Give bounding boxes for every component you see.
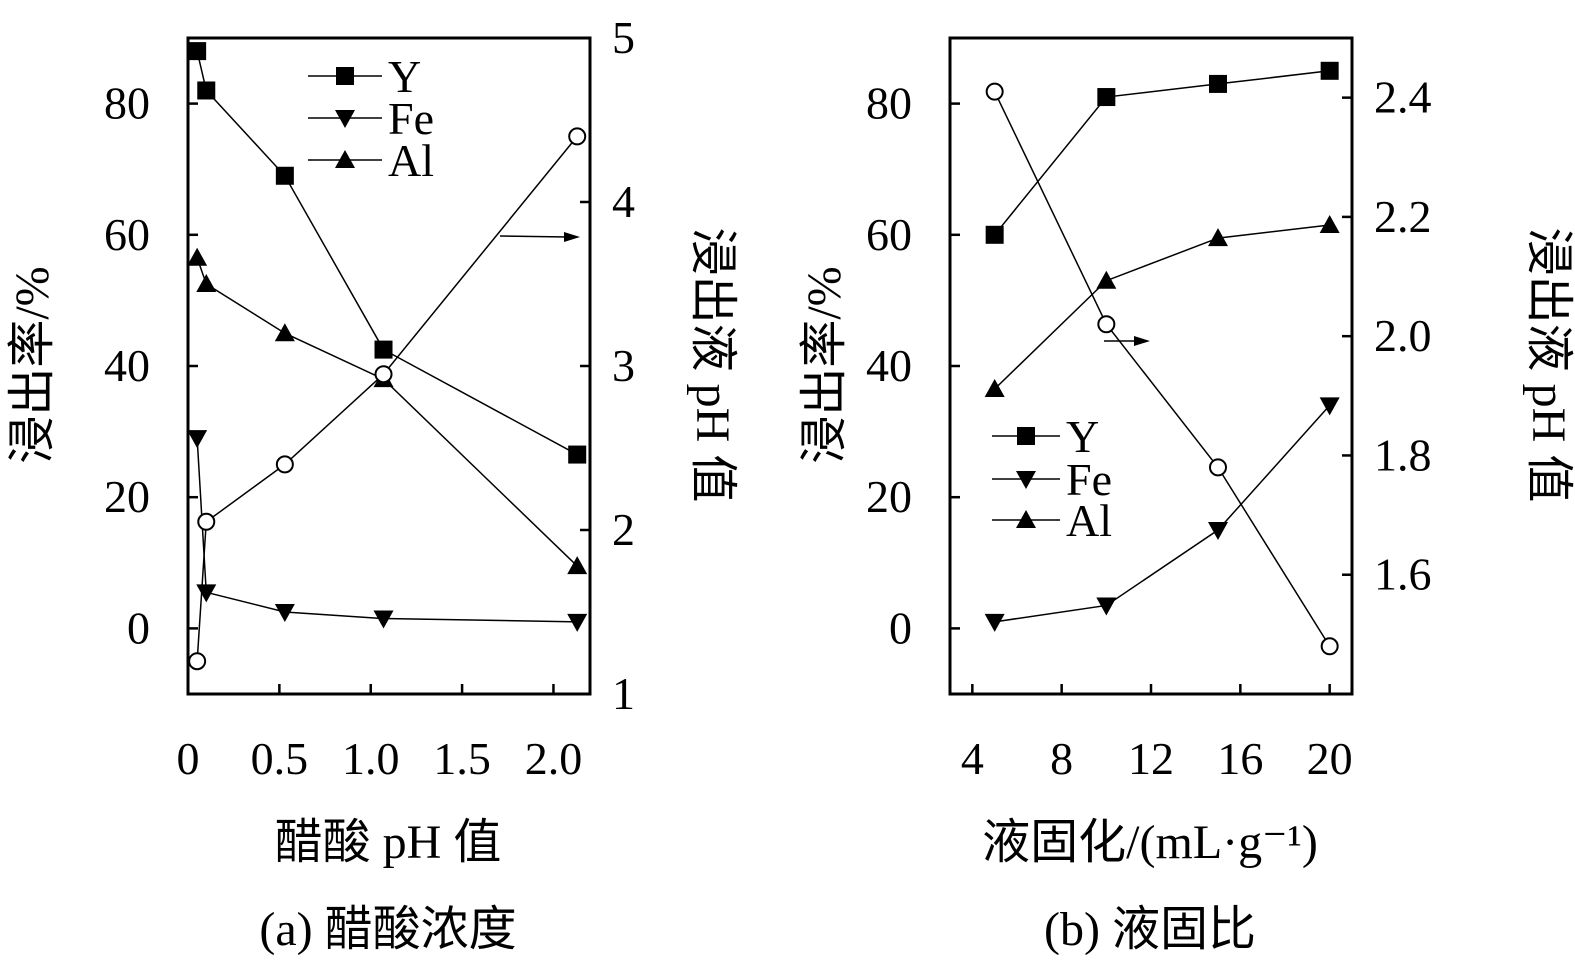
data-point-fe bbox=[1096, 597, 1117, 616]
x-tick-label: 1.0 bbox=[342, 733, 400, 784]
data-point-ph bbox=[275, 455, 294, 474]
y-tick-label: 60 bbox=[866, 209, 912, 260]
y-tick-label: 80 bbox=[866, 78, 912, 129]
y-tick-label: 20 bbox=[104, 471, 150, 522]
y2-axis-label: 浸出液 pH 值 bbox=[686, 228, 739, 503]
data-point-fe bbox=[274, 604, 295, 622]
data-point-y bbox=[1097, 88, 1116, 107]
data-point-ph bbox=[1320, 637, 1339, 656]
x-tick-label: 8 bbox=[1050, 733, 1073, 784]
series-line-y bbox=[994, 70, 1330, 236]
data-point-al bbox=[196, 274, 217, 292]
data-point-fe bbox=[984, 613, 1005, 632]
series-line-ph bbox=[993, 91, 1331, 647]
y2-tick-label: 1.6 bbox=[1374, 549, 1432, 600]
data-point-ph bbox=[568, 127, 587, 146]
data-point-y bbox=[275, 166, 294, 185]
legend-label: Fe bbox=[388, 93, 434, 144]
legend-label: Al bbox=[1066, 495, 1112, 546]
y-tick-label: 80 bbox=[104, 78, 150, 129]
y2-axis-label: 浸出液 pH 值 bbox=[1522, 228, 1575, 503]
data-point-fe bbox=[567, 613, 588, 632]
legend-label: Y bbox=[388, 51, 421, 102]
x-tick-label: 16 bbox=[1217, 733, 1263, 784]
plot-frame bbox=[948, 36, 1354, 696]
series-line-al bbox=[196, 257, 578, 567]
x-tick-label: 20 bbox=[1307, 733, 1353, 784]
y-tick-label: 40 bbox=[104, 340, 150, 391]
data-point-y bbox=[374, 340, 393, 359]
legend-marker bbox=[1017, 427, 1035, 445]
y2-tick-label: 1.8 bbox=[1374, 429, 1432, 480]
panel-b-chart: 4 8 12 16 20 0 20 40 60 80 1.6 1.8 2.0 2.2 2.4 浸出率/% 浸出液… bbox=[798, 36, 1575, 956]
panel-caption: (a) 醋酸浓度 bbox=[259, 903, 516, 956]
y2-tick-label: 1 bbox=[612, 668, 635, 719]
x-tick-label: 2.0 bbox=[525, 733, 583, 784]
y-tick-label: 40 bbox=[866, 340, 912, 391]
data-point-al bbox=[1096, 270, 1117, 289]
data-point-y bbox=[197, 81, 216, 100]
y2-tick-label: 3 bbox=[612, 340, 635, 391]
data-point-fe bbox=[1319, 397, 1340, 416]
x-axis-label: 液固化/(mL·g⁻¹) bbox=[982, 816, 1318, 869]
data-point-fe bbox=[187, 430, 208, 449]
y2-tick-label: 2.2 bbox=[1374, 191, 1432, 242]
series-line-fe bbox=[994, 404, 1331, 623]
data-point-fe bbox=[1208, 522, 1228, 540]
y2-tick-label: 5 bbox=[612, 12, 635, 63]
data-point-al bbox=[187, 247, 208, 266]
right-axis-arrow bbox=[499, 235, 569, 238]
data-point-ph bbox=[985, 82, 1004, 101]
data-point-fe bbox=[373, 610, 394, 629]
x-tick-label: 4 bbox=[961, 733, 984, 784]
data-point-y bbox=[1209, 74, 1227, 93]
legend-marker bbox=[336, 67, 354, 85]
data-point-ph bbox=[188, 652, 207, 671]
x-tick-label: 0 bbox=[177, 733, 200, 784]
data-point-y bbox=[985, 225, 1004, 244]
y2-tick-label: 2.4 bbox=[1374, 72, 1432, 123]
data-point-al bbox=[274, 323, 295, 342]
x-axis-label: 醋酸 pH 值 bbox=[275, 816, 502, 869]
y-axis-label: 浸出率/% bbox=[798, 266, 851, 463]
y-tick-label: 20 bbox=[866, 471, 912, 522]
x-tick-label: 12 bbox=[1128, 733, 1174, 784]
series-line-al bbox=[994, 224, 1330, 390]
series-line-ph bbox=[196, 135, 578, 662]
right-axis-arrow-head bbox=[564, 232, 580, 242]
legend-label: Y bbox=[1066, 411, 1099, 462]
x-tick-label: 1.5 bbox=[433, 733, 491, 784]
data-point-al bbox=[984, 378, 1005, 397]
series-line-fe bbox=[196, 438, 578, 623]
right-axis-arrow-head bbox=[1134, 336, 1150, 346]
data-point-al bbox=[567, 556, 588, 575]
x-tick-label: 0.5 bbox=[251, 733, 309, 784]
data-point-ph bbox=[1097, 315, 1116, 334]
y-axis-label: 浸出率/% bbox=[6, 266, 59, 463]
data-point-ph bbox=[1209, 458, 1227, 477]
legend-marker bbox=[335, 150, 355, 168]
panel-a-chart: 0 0.5 1.0 1.5 2.0 0 20 40 60 80 1 2 3 4 5 浸出率/% 浸出液 pH 值… bbox=[6, 12, 739, 956]
data-point-ph bbox=[374, 365, 393, 384]
y2-tick-label: 2 bbox=[612, 504, 635, 555]
legend-marker bbox=[335, 110, 355, 128]
data-point-y bbox=[188, 42, 207, 61]
y-tick-label: 60 bbox=[104, 209, 150, 260]
y-tick-label: 0 bbox=[889, 602, 912, 653]
y2-tick-label: 2.0 bbox=[1374, 310, 1432, 361]
legend-marker bbox=[1016, 471, 1036, 489]
legend-marker bbox=[1016, 510, 1036, 528]
data-point-al bbox=[1319, 214, 1340, 233]
y-tick-label: 0 bbox=[127, 602, 150, 653]
legend-label: Al bbox=[388, 135, 434, 186]
data-point-ph bbox=[197, 512, 216, 531]
y2-tick-label: 4 bbox=[612, 176, 635, 227]
data-point-y bbox=[1320, 61, 1339, 80]
legend-label: Fe bbox=[1066, 454, 1112, 505]
panel-caption: (b) 液固比 bbox=[1044, 903, 1256, 956]
data-point-al bbox=[1208, 228, 1228, 247]
data-point-y bbox=[568, 445, 587, 464]
